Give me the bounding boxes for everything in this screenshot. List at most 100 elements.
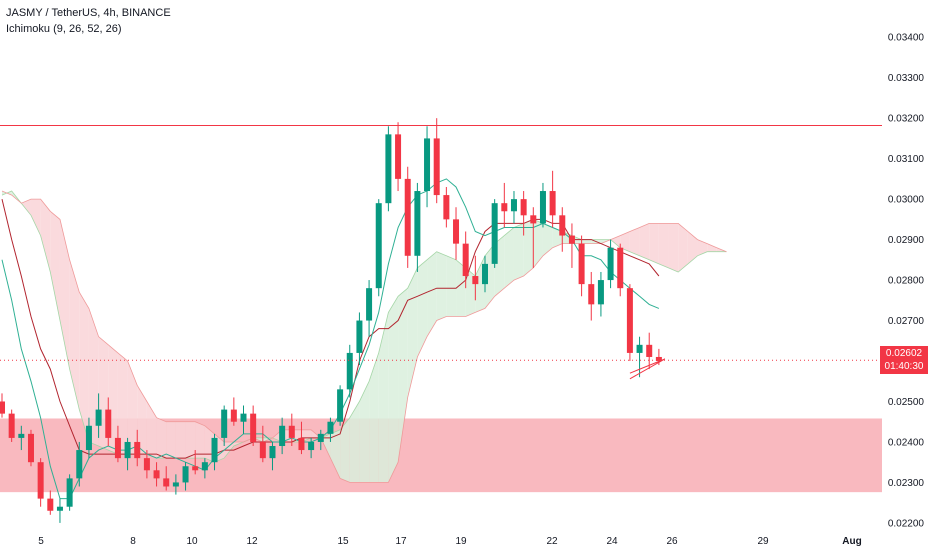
candle-bearish [105,409,112,438]
candle-bullish [308,441,315,451]
x-tick-label: 24 [606,536,618,547]
y-tick-label: 0.02500 [888,397,925,408]
cloud-segment [533,219,543,268]
candle-bullish [539,191,546,224]
candle-bullish [211,437,218,463]
candle-bearish [472,276,479,285]
candle-bearish [530,215,537,224]
y-tick-label: 0.02900 [888,235,925,246]
candle-bullish [337,389,344,422]
x-tick-label: 19 [455,536,467,547]
candle-bullish [201,462,208,471]
candle-bullish [491,203,498,264]
candle-bullish [607,247,614,281]
candle-bullish [18,433,25,438]
candle-bearish [134,441,141,459]
candle-bearish [250,413,257,442]
candle-bearish [617,247,624,289]
candles-layer [0,118,662,523]
cloud-segment [40,199,51,272]
y-tick-label: 0.02300 [888,478,925,489]
candle-bearish [655,356,662,362]
x-tick-label: 10 [186,536,198,547]
candle-bearish [395,134,402,179]
cloud-segment [639,223,650,260]
cloud-segment [79,292,89,442]
annotation-layer [0,124,882,380]
candle-bullish [240,413,247,422]
cloud-segment [407,267,418,398]
current-price-tag: 0.02602 01:40:30 [880,346,928,374]
candle-bearish [0,401,5,414]
cloud-segment [542,223,553,256]
candle-bearish [646,344,653,357]
candle-bullish [597,280,604,305]
candle-bearish [433,138,440,196]
candle-bullish [95,409,102,426]
candle-bullish [279,425,286,447]
candle-bearish [453,219,460,244]
cloud-segment [436,251,447,321]
candle-bullish [317,433,324,442]
cloud-segment [678,223,688,272]
candle-bearish [143,458,150,471]
x-tick-label: 26 [666,536,678,547]
cloud-segment [378,312,389,483]
cloud-segment [427,251,437,337]
cloud-segment [620,231,630,252]
cloud-segment [649,223,659,264]
x-tick-label: 12 [246,536,258,547]
cloud-segment [446,255,457,317]
cloud-segment [127,361,138,455]
candle-bullish [510,199,517,212]
cloud-segment [668,223,679,272]
cloud-segment [513,223,524,281]
candle-bearish [568,235,575,244]
candle-bearish [163,478,170,487]
y-tick-label: 0.02800 [888,276,925,287]
x-tick-label: 8 [130,536,136,547]
symbol-title[interactable]: JASMY / TetherUS, 4h, BINANCE [6,7,171,19]
candle-bearish [47,498,54,511]
candle-bearish [230,409,237,422]
x-tick-label: 15 [337,536,349,547]
cloud-segment [581,239,592,244]
cloud-segment [340,417,350,483]
candle-bullish [366,288,373,321]
current-price-value: 0.02602 [885,348,923,359]
candle-bullish [327,421,334,434]
y-tick-label: 0.03300 [888,73,925,84]
candle-bearish [27,433,34,463]
cloud-segment [707,243,717,252]
candle-bearish [549,191,556,216]
cloud-segment [166,421,176,459]
candle-bullish [414,191,421,256]
cloud-segment [658,223,669,268]
cloud-segment [146,401,157,459]
wedge-annotation [629,358,666,380]
cloud-segment [629,227,640,256]
y-tick-label: 0.02700 [888,316,925,327]
candle-bearish [114,437,121,459]
candle-bullish [76,450,83,479]
candle-bullish [385,134,392,204]
candle-bearish [404,178,411,256]
candle-countdown: 01:40:30 [884,361,924,372]
cloud-segment [185,421,196,459]
candle-bullish [375,203,382,289]
cloud-segment [398,288,408,463]
cloud-segment [175,421,186,459]
cloud-segment [369,352,379,483]
cloud-segment [69,259,80,410]
candle-bullish [56,506,63,511]
candle-bullish [221,409,228,438]
candle-bearish [192,466,199,471]
y-tick-label: 0.03100 [888,154,925,165]
cloud-segment [156,417,167,459]
cloud-segment [610,235,621,248]
indicator-label[interactable]: Ichimoku (9, 26, 52, 26) [6,23,122,35]
candle-bullish [346,352,353,390]
cloud-segment [523,219,534,277]
